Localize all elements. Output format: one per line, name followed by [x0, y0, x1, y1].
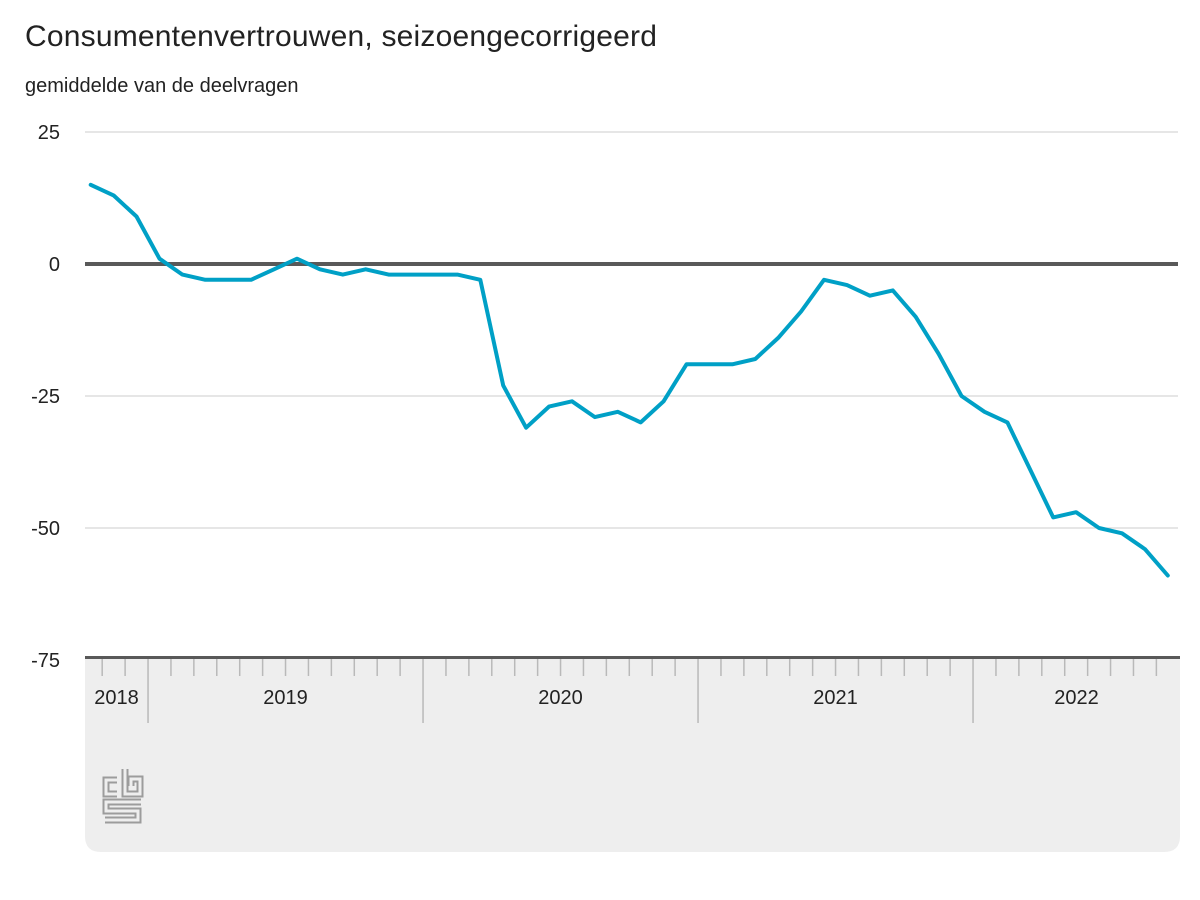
y-axis-label: -50: [31, 518, 60, 540]
x-axis-line: [85, 656, 1180, 659]
y-axis-label: -75: [31, 650, 60, 672]
year-label: 2018: [94, 687, 139, 709]
cbs-logo: [102, 769, 144, 824]
cbs-logo-letter: [104, 800, 141, 822]
x-axis-band: [85, 656, 1180, 852]
y-axis-label: -25: [31, 386, 60, 408]
year-label: 2019: [263, 687, 308, 709]
y-axis-label: 0: [49, 254, 60, 276]
year-label: 2020: [538, 687, 583, 709]
chart-title: Consumentenvertrouwen, seizoengecorrigee…: [25, 20, 658, 53]
cbs-logo-letter: [104, 778, 117, 796]
year-label: 2021: [813, 687, 858, 709]
chart-subtitle: gemiddelde van de deelvragen: [25, 75, 299, 97]
zero-gridline: [85, 262, 1178, 266]
year-label: 2022: [1054, 687, 1099, 709]
y-axis-label: 25: [38, 122, 60, 144]
cbs-logo-letter: [123, 769, 142, 796]
series-line: [88, 182, 1170, 578]
